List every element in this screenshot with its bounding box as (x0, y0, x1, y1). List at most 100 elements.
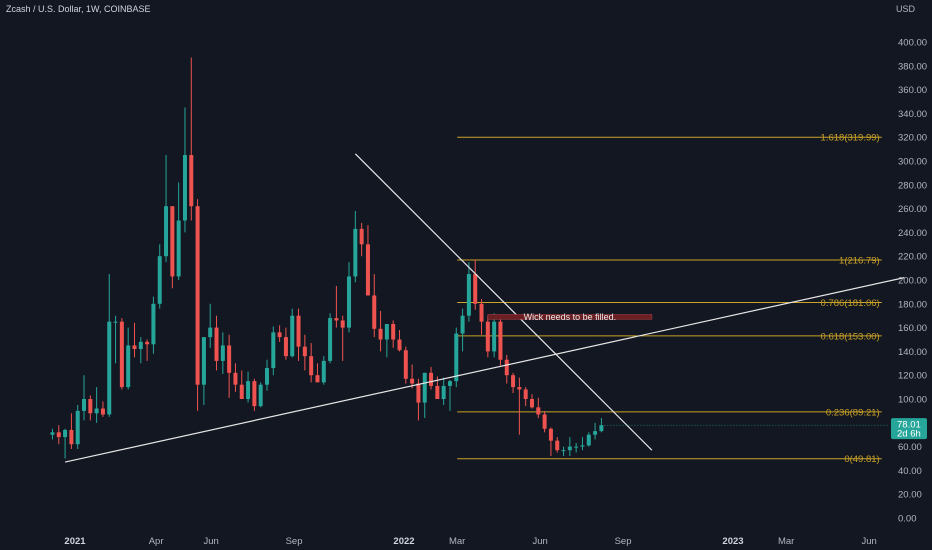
descending-resistance-trendline[interactable] (354, 153, 653, 451)
candle-body (542, 414, 547, 429)
y-tick-label: 280.00 (898, 180, 927, 191)
candle-body (126, 345, 131, 388)
fib-level-label: 1(216.79) (839, 256, 880, 267)
x-tick-label: Mar (449, 536, 465, 547)
fibonacci-retracement[interactable]: 1.618(319.99) 1(216.79) 0.786(181.06) 0.618… (457, 133, 882, 466)
candle-body (75, 410, 80, 445)
chart-title: Zcash / U.S. Dollar, 1W, COINBASE (6, 4, 151, 14)
candle-body (189, 155, 194, 207)
candle-body (593, 431, 598, 435)
candle-body (422, 372, 427, 403)
candle-body (580, 445, 585, 447)
candle-body (347, 276, 352, 328)
candle-body (309, 356, 314, 376)
candle-body (82, 399, 87, 411)
candle-body (277, 332, 282, 338)
trendlines[interactable] (64, 153, 905, 463)
last-price-value: 78.01 (897, 420, 921, 431)
x-tick-label: 2023 (722, 536, 743, 547)
candle-body (290, 315, 295, 357)
y-tick-label: 260.00 (898, 204, 927, 215)
y-tick-label: 40.00 (898, 466, 922, 477)
time-axis[interactable]: 2021 Apr Jun Sep 2022 Mar Jun Sep 2023 Mar Jun (64, 536, 876, 547)
price-axis[interactable]: 0.0020.0040.0060.0080.00100.00120.00140.… (898, 38, 927, 525)
x-tick-label: Jun (861, 536, 876, 547)
candle-body (391, 324, 396, 340)
candle-body (359, 228, 364, 245)
y-tick-label: 100.00 (898, 395, 927, 406)
fib-level-label: 0.786(181.06) (821, 298, 880, 309)
candle-body (239, 384, 244, 399)
candle-body (511, 375, 516, 388)
candle-body (340, 320, 345, 328)
candle-body (485, 321, 490, 352)
candle-body (88, 399, 93, 414)
y-tick-label: 180.00 (898, 299, 927, 310)
fib-level-label: 0(49.81) (844, 454, 879, 465)
candle-body (283, 337, 288, 357)
candle-body (447, 381, 452, 386)
y-tick-label: 60.00 (898, 442, 922, 453)
candle-body (195, 206, 200, 385)
candle-body (384, 324, 389, 340)
fib-level-label: 0.618(153.00) (821, 331, 880, 342)
candle-body (479, 303, 484, 322)
candle-body (353, 228, 358, 277)
candle-body (100, 408, 105, 415)
x-tick-label: 2022 (393, 536, 414, 547)
annotation[interactable]: Wick needs to be filled. (487, 312, 653, 322)
x-tick-label: Mar (778, 536, 794, 547)
x-tick-label: 2021 (64, 536, 86, 547)
candle-body (498, 321, 503, 360)
candle-body (113, 321, 118, 323)
candle-body (119, 321, 124, 388)
annotation-text: Wick needs to be filled. (524, 312, 617, 322)
y-tick-label: 0.00 (898, 514, 917, 525)
candle-body (138, 341, 143, 350)
candle-body (214, 327, 219, 361)
candle-body (536, 407, 541, 415)
candle-body (492, 321, 497, 352)
candle-body (208, 327, 213, 338)
candle-body (50, 432, 55, 435)
y-tick-label: 380.00 (898, 61, 927, 72)
candle-body (555, 440, 560, 451)
y-tick-label: 220.00 (898, 252, 927, 263)
candle-body (416, 383, 421, 403)
candle-body (63, 429, 68, 438)
ascending-support-trendline[interactable] (64, 277, 905, 463)
candle-body (599, 425, 604, 432)
y-tick-label: 360.00 (898, 85, 927, 96)
candle-body (460, 315, 465, 334)
last-price-badge (891, 418, 927, 440)
candle-body (454, 333, 459, 382)
candle-body (378, 328, 383, 340)
x-tick-label: Apr (149, 536, 164, 547)
candle-body (397, 339, 402, 351)
candle-body (132, 345, 137, 350)
candle-body (567, 446, 572, 451)
candle-body (410, 378, 415, 384)
candle-body (296, 315, 301, 347)
annotation-box[interactable] (487, 314, 653, 320)
candle-body (145, 341, 150, 345)
candle-body (170, 206, 175, 277)
fib-level-label: 1.618(319.99) (821, 133, 880, 144)
candle-countdown: 2d 6h (897, 429, 921, 440)
candle-body (157, 256, 162, 304)
candle-body (372, 295, 377, 329)
x-tick-label: Jun (203, 536, 218, 547)
candle-body (441, 385, 446, 399)
y-tick-label: 240.00 (898, 228, 927, 239)
candle-body (252, 381, 257, 407)
candle-body (473, 274, 478, 304)
x-tick-label: Jun (532, 536, 547, 547)
candle-body (176, 220, 181, 277)
y-tick-label: 400.00 (898, 38, 927, 49)
candle-body (334, 318, 339, 321)
candle-body (365, 244, 370, 296)
candlesticks (50, 57, 604, 459)
candle-body (517, 387, 522, 390)
